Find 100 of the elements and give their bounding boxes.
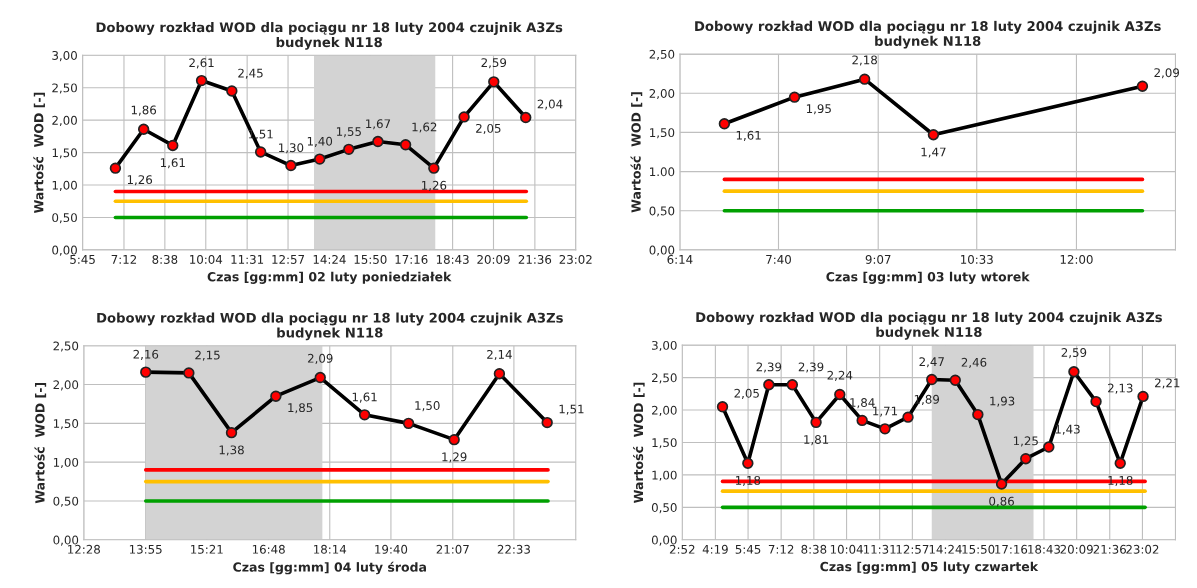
y-tick-label: 0,50 (649, 206, 675, 217)
data-label: 1,26 (127, 175, 153, 186)
x-tick-label: 23:02 (1126, 544, 1159, 554)
data-label: 1,62 (412, 122, 437, 133)
point (167, 139, 179, 152)
y-tick-label: 2,50 (649, 49, 675, 60)
x-tick-label: 10:04 (830, 544, 863, 554)
y-tick-label: 0,50 (53, 496, 79, 507)
y-tick-label: 1,50 (52, 148, 77, 159)
x-tick-label: 16:48 (252, 544, 285, 554)
x-tick-label: 21:07 (436, 544, 469, 554)
point (949, 374, 961, 386)
point (902, 411, 914, 423)
y-tick-label: 1,50 (652, 438, 677, 449)
x-axis-title: Czas [gg:mm] 04 luty środa (233, 561, 426, 575)
y-tick-label: 0,00 (52, 245, 77, 256)
y-tick-label: 1,00 (52, 180, 77, 191)
x-tick-label: 5:45 (735, 545, 761, 554)
x-tick-label: 20:09 (477, 254, 510, 264)
point (402, 417, 415, 430)
data-label: 1,86 (131, 105, 157, 116)
point (314, 371, 326, 384)
point (225, 426, 238, 439)
point (879, 423, 891, 435)
x-axis-title: Czas [gg:mm] 05 luty czwartek (820, 561, 1039, 574)
point (358, 409, 371, 421)
point (1137, 390, 1149, 403)
y-tick-label: 1,50 (650, 128, 675, 139)
x-tick-label: 4:19 (702, 544, 728, 554)
data-label: 2,16 (133, 349, 159, 360)
point (763, 379, 775, 391)
y-tick-label: 0,00 (651, 535, 677, 546)
point (788, 91, 801, 103)
y-axis-title: Wartość WOD [-] (632, 382, 645, 503)
point (448, 433, 460, 446)
x-tick-label: 12:00 (1060, 254, 1093, 264)
x-tick-label: 19:40 (375, 544, 408, 554)
point (716, 401, 729, 413)
data-label: 1,61 (736, 130, 761, 141)
x-tick-label: 9:07 (865, 254, 891, 264)
data-label: 1,50 (415, 401, 440, 412)
x-tick-label: 7:12 (768, 544, 794, 554)
y-tick-label: 2,50 (53, 341, 79, 352)
y-tick-label: 1,50 (53, 419, 79, 430)
x-tick-label: 15:50 (354, 254, 387, 264)
x-tick-label: 18:14 (314, 544, 347, 554)
data-label: 1,38 (219, 445, 244, 456)
point (285, 159, 297, 172)
data-label: 1,61 (352, 392, 377, 403)
point (137, 123, 150, 135)
point (109, 162, 122, 174)
data-label: 2,09 (307, 353, 333, 364)
chart-title: Dobowy rozkład WOD dla pociągu nr 18 luty 2004 czujnik A3Zs budynek N118 (96, 22, 563, 50)
point (372, 135, 384, 148)
point (458, 111, 470, 123)
point (786, 379, 799, 391)
data-label: 1,85 (288, 403, 313, 414)
point (195, 74, 208, 87)
x-tick-label: 7:12 (111, 254, 137, 264)
data-label: 2,24 (827, 370, 853, 381)
x-tick-label: 11:31 (231, 254, 264, 264)
data-label: 1,47 (921, 147, 946, 158)
y-tick-label: 2,00 (649, 88, 675, 100)
data-label: 2,09 (1154, 68, 1180, 79)
x-tick-label: 14:24 (313, 254, 346, 264)
data-label: 1,67 (366, 119, 391, 130)
data-label: 2,39 (798, 362, 824, 373)
point (926, 373, 938, 386)
x-tick-label: 8:38 (152, 254, 178, 264)
chart-title: Dobowy rozkład WOD dla pociągu nr 18 luty 2004 czujnik A3Zs budynek N118 (97, 312, 563, 341)
x-tick-label: 12:28 (68, 544, 100, 554)
point (520, 111, 532, 124)
data-label: 2,21 (1155, 378, 1180, 389)
point (1068, 366, 1080, 378)
data-label: 1,40 (307, 136, 333, 147)
x-tick-label: 10:33 (961, 254, 993, 264)
data-label: 1,26 (422, 180, 447, 191)
point (428, 162, 440, 174)
point (834, 388, 846, 401)
point (541, 416, 553, 429)
data-label: 2,46 (961, 357, 987, 368)
data-label: 2,14 (487, 349, 512, 361)
point (972, 408, 984, 421)
point (718, 118, 731, 130)
x-tick-label: 10:04 (190, 254, 223, 264)
data-label: 1,51 (559, 404, 584, 415)
y-axis-title: Wartość WOD [-] (34, 382, 47, 504)
x-tick-label: 17:16 (995, 544, 1028, 554)
point (927, 129, 940, 141)
x-tick-label: 8:38 (801, 544, 827, 554)
x-tick-label: 18:43 (1028, 544, 1061, 554)
point (1090, 395, 1102, 408)
data-label: 2,05 (476, 123, 501, 135)
data-label: 1,25 (1013, 436, 1038, 447)
data-label: 1,55 (336, 127, 361, 138)
x-tick-label: 2:52 (669, 544, 695, 554)
y-tick-label: 1.00 (650, 167, 675, 177)
data-label: 2,59 (1061, 348, 1087, 359)
point (1043, 441, 1055, 453)
data-label: 1,93 (990, 396, 1015, 407)
